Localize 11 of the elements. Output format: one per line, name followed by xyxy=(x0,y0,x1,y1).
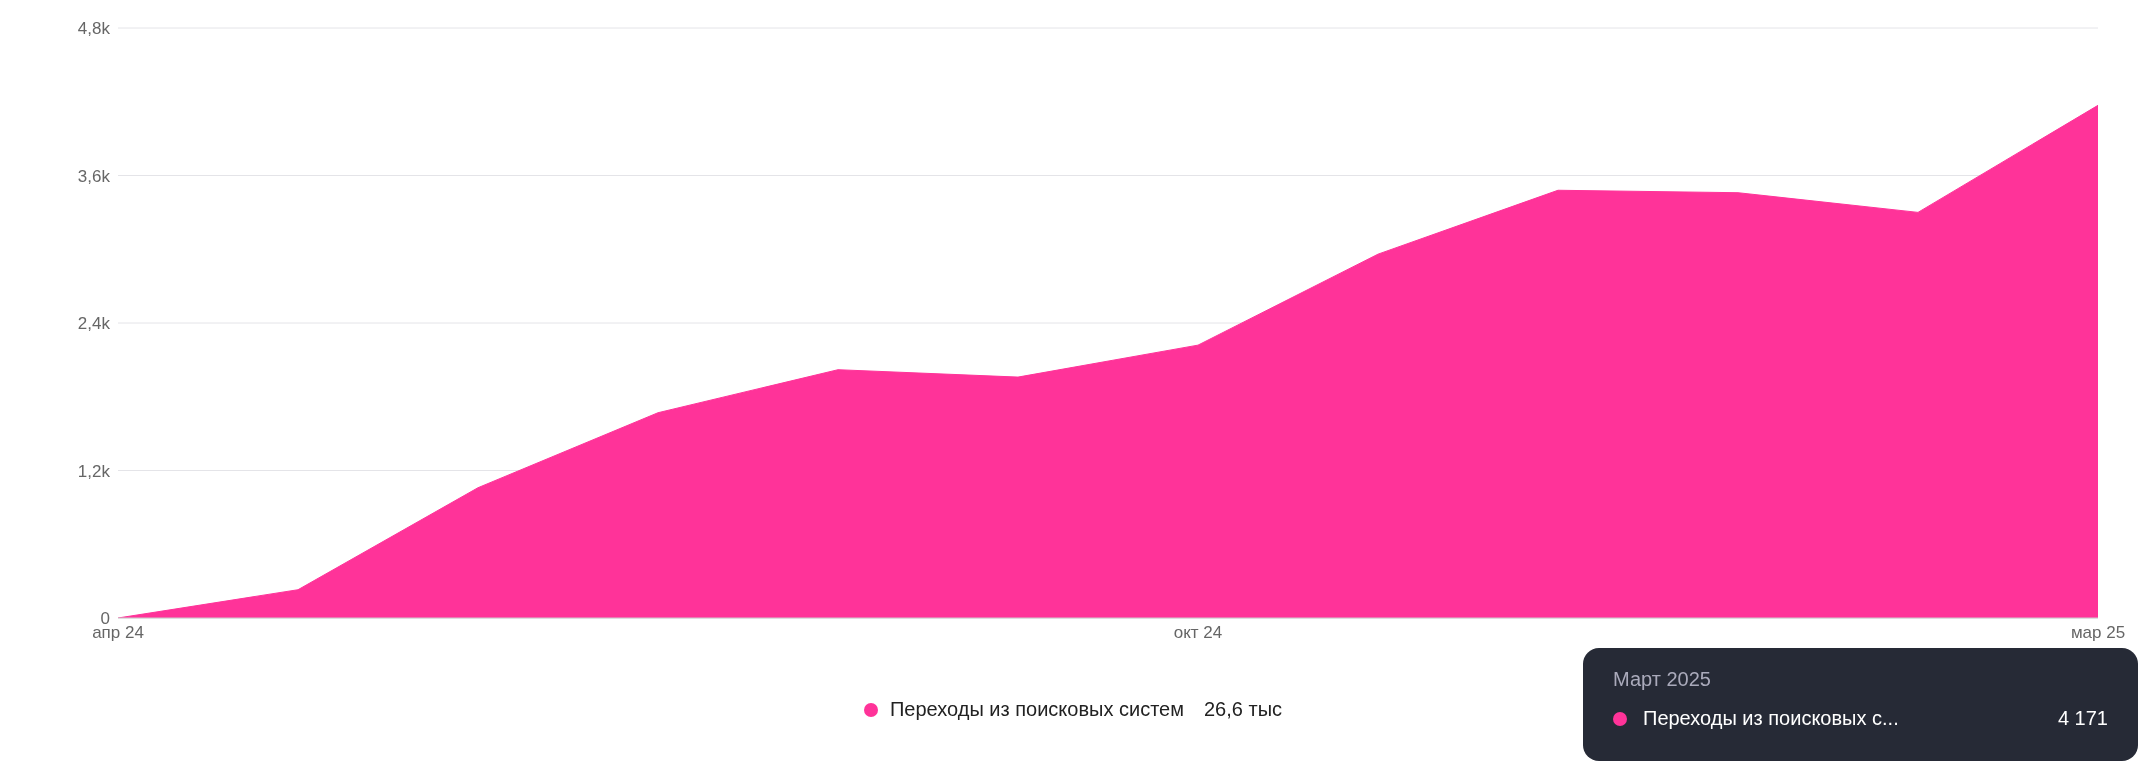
text: 4 171 xyxy=(2057,707,2108,730)
y-tick-label: 4,8k xyxy=(77,19,111,39)
y-tick-label: 1,2k xyxy=(77,461,111,481)
text: Март 2025 xyxy=(1613,668,1712,691)
text: Переходы из поисковых с... xyxy=(1643,707,1900,730)
x-tick-label: окт 24 xyxy=(1173,623,1223,643)
y-tick-label: 3,6k xyxy=(77,166,111,186)
legend-label: Переходы из поисковых систем xyxy=(889,698,1184,721)
x-tick-label: мар 25 xyxy=(2070,623,2126,643)
text: 26,6 тыс xyxy=(1204,698,1283,721)
y-tick-label: 2,4k xyxy=(77,314,111,334)
